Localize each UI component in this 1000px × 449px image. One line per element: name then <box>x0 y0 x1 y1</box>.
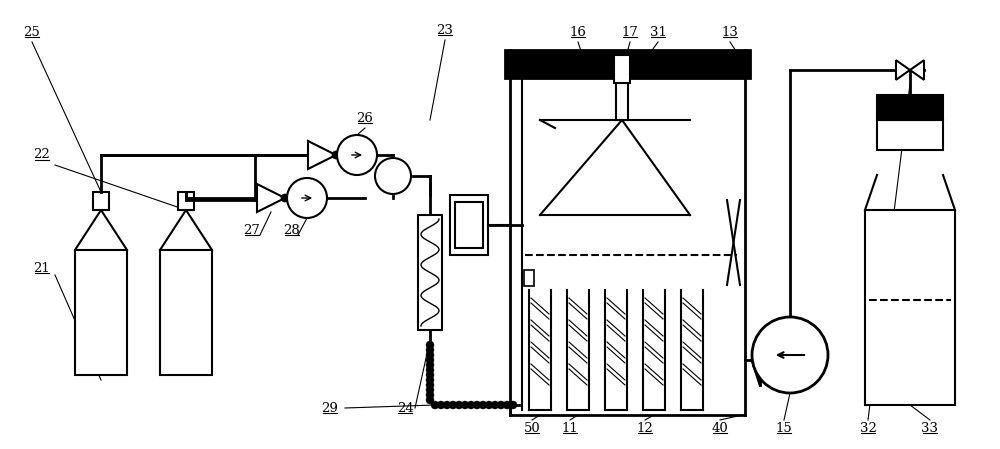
Circle shape <box>752 317 828 393</box>
Text: 27: 27 <box>244 224 260 237</box>
Text: 26: 26 <box>357 111 373 124</box>
Text: 31: 31 <box>650 26 666 39</box>
Circle shape <box>426 381 434 389</box>
Circle shape <box>426 341 434 349</box>
Text: 50: 50 <box>524 422 540 435</box>
Circle shape <box>455 401 463 409</box>
Bar <box>865 210 955 405</box>
Circle shape <box>461 401 469 409</box>
Bar <box>877 95 943 120</box>
Bar <box>178 192 194 210</box>
Text: 32: 32 <box>860 422 876 435</box>
Text: 16: 16 <box>570 26 586 39</box>
Circle shape <box>426 361 434 369</box>
Polygon shape <box>896 60 910 80</box>
Circle shape <box>337 135 377 175</box>
Bar <box>418 215 442 330</box>
Circle shape <box>431 401 439 409</box>
Text: 25: 25 <box>24 26 40 39</box>
Text: 28: 28 <box>284 224 300 237</box>
Circle shape <box>426 351 434 359</box>
Circle shape <box>485 401 493 409</box>
Polygon shape <box>910 60 924 80</box>
Circle shape <box>503 401 511 409</box>
Bar <box>160 250 212 375</box>
Circle shape <box>473 401 481 409</box>
Text: 24: 24 <box>397 401 413 414</box>
Circle shape <box>443 401 451 409</box>
Circle shape <box>426 386 434 394</box>
Circle shape <box>467 401 475 409</box>
Circle shape <box>509 401 517 409</box>
Circle shape <box>287 178 327 218</box>
Circle shape <box>426 371 434 379</box>
Bar <box>877 120 943 150</box>
Circle shape <box>281 194 289 202</box>
Circle shape <box>375 158 411 194</box>
Text: 12: 12 <box>637 422 653 435</box>
Text: 29: 29 <box>322 401 338 414</box>
Text: 13: 13 <box>722 26 738 39</box>
Bar <box>505 50 750 78</box>
Circle shape <box>437 401 445 409</box>
Bar <box>616 78 628 120</box>
Text: 33: 33 <box>922 422 938 435</box>
Text: 23: 23 <box>437 23 453 36</box>
Bar <box>524 270 534 286</box>
Circle shape <box>497 401 505 409</box>
Polygon shape <box>257 184 285 212</box>
Text: 22: 22 <box>34 149 50 162</box>
Bar <box>93 192 109 210</box>
Circle shape <box>426 356 434 364</box>
Circle shape <box>479 401 487 409</box>
Text: 17: 17 <box>622 26 638 39</box>
Circle shape <box>426 376 434 384</box>
Bar <box>75 250 127 375</box>
Circle shape <box>332 151 340 159</box>
Circle shape <box>426 346 434 354</box>
Circle shape <box>491 401 499 409</box>
Circle shape <box>426 391 434 399</box>
Bar <box>450 195 488 255</box>
Text: 11: 11 <box>562 422 578 435</box>
Circle shape <box>426 366 434 374</box>
Text: 40: 40 <box>712 422 728 435</box>
Text: 15: 15 <box>776 422 792 435</box>
Circle shape <box>426 396 434 404</box>
Polygon shape <box>308 141 336 169</box>
Circle shape <box>449 401 457 409</box>
Text: 21: 21 <box>34 261 50 274</box>
Bar <box>455 202 483 248</box>
Bar <box>614 55 630 83</box>
